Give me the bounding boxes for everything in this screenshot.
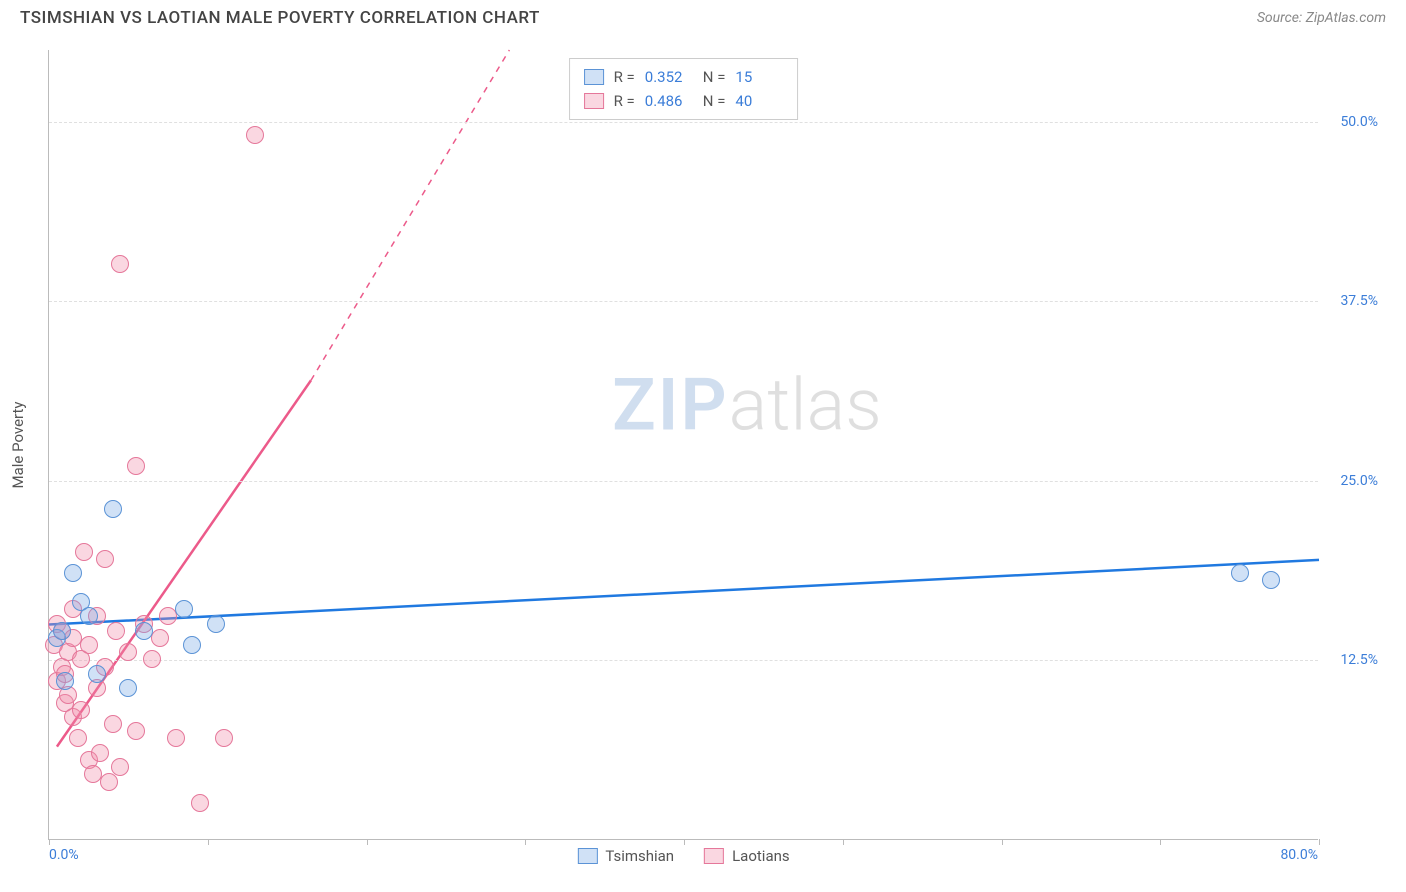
source-attribution: Source: ZipAtlas.com [1257, 10, 1386, 26]
point-laotians [107, 622, 125, 640]
n-value-tsimshian: 15 [735, 65, 783, 89]
r-value-tsimshian: 0.352 [645, 65, 693, 89]
point-tsimshian [175, 600, 193, 618]
point-laotians [69, 729, 87, 747]
point-laotians [80, 636, 98, 654]
point-tsimshian [1262, 571, 1280, 589]
legend-label-tsimshian: Tsimshian [605, 847, 674, 865]
point-laotians [167, 729, 185, 747]
watermark: ZIPatlas [612, 363, 882, 448]
point-tsimshian [207, 615, 225, 633]
point-laotians [96, 550, 114, 568]
gridline [49, 122, 1318, 123]
point-tsimshian [1231, 564, 1249, 582]
point-tsimshian [64, 564, 82, 582]
x-tick [525, 839, 526, 845]
legend-item-tsimshian: Tsimshian [577, 847, 674, 865]
gridline [49, 481, 1318, 482]
chart-container: Male Poverty ZIPatlas R = 0.352 N = 15 R… [48, 50, 1388, 840]
point-laotians [111, 255, 129, 273]
point-tsimshian [119, 679, 137, 697]
point-laotians [111, 758, 129, 776]
x-tick [367, 839, 368, 845]
y-tick-label: 50.0% [1340, 114, 1378, 130]
legend-stats-row-tsimshian: R = 0.352 N = 15 [584, 65, 784, 89]
x-tick [1319, 839, 1320, 845]
y-axis-title: Male Poverty [9, 402, 27, 489]
swatch-tsimshian [577, 848, 597, 864]
swatch-laotians [584, 93, 604, 109]
x-tick [1160, 839, 1161, 845]
point-laotians [104, 715, 122, 733]
regression-lines [49, 50, 1319, 840]
gridline [49, 301, 1318, 302]
point-laotians [151, 629, 169, 647]
gridline [49, 660, 1318, 661]
point-laotians [75, 543, 93, 561]
r-value-laotians: 0.486 [645, 89, 693, 113]
legend-stats: R = 0.352 N = 15 R = 0.486 N = 40 [569, 58, 799, 120]
point-tsimshian [88, 665, 106, 683]
point-tsimshian [135, 622, 153, 640]
watermark-zip: ZIP [612, 363, 728, 448]
x-tick [843, 839, 844, 845]
point-laotians [91, 744, 109, 762]
swatch-tsimshian [584, 69, 604, 85]
x-tick [1002, 839, 1003, 845]
point-laotians [246, 126, 264, 144]
n-label: N = [703, 89, 726, 113]
point-laotians [191, 794, 209, 812]
plot-area: ZIPatlas R = 0.352 N = 15 R = 0.486 N = … [48, 50, 1318, 840]
x-axis-max-label: 80.0% [1280, 847, 1318, 863]
point-tsimshian [53, 622, 71, 640]
point-tsimshian [80, 607, 98, 625]
point-tsimshian [56, 672, 74, 690]
swatch-laotians [704, 848, 724, 864]
r-label: R = [614, 65, 635, 89]
point-tsimshian [104, 500, 122, 518]
legend-item-laotians: Laotians [704, 847, 790, 865]
point-laotians [143, 650, 161, 668]
point-laotians [72, 701, 90, 719]
y-tick-label: 37.5% [1340, 293, 1378, 309]
x-tick [208, 839, 209, 845]
legend-label-laotians: Laotians [732, 847, 790, 865]
point-laotians [119, 643, 137, 661]
x-tick [49, 839, 50, 845]
x-tick [684, 839, 685, 845]
legend-stats-row-laotians: R = 0.486 N = 40 [584, 89, 784, 113]
x-axis-min-label: 0.0% [49, 847, 79, 863]
y-tick-label: 25.0% [1340, 473, 1378, 489]
y-tick-label: 12.5% [1340, 652, 1378, 668]
watermark-atlas: atlas [729, 363, 882, 448]
point-laotians [127, 722, 145, 740]
point-laotians [127, 457, 145, 475]
point-tsimshian [183, 636, 201, 654]
point-laotians [215, 729, 233, 747]
chart-title: TSIMSHIAN VS LAOTIAN MALE POVERTY CORREL… [20, 8, 540, 28]
legend-series: Tsimshian Laotians [577, 847, 789, 865]
r-label: R = [614, 89, 635, 113]
n-value-laotians: 40 [735, 89, 783, 113]
n-label: N = [703, 65, 726, 89]
